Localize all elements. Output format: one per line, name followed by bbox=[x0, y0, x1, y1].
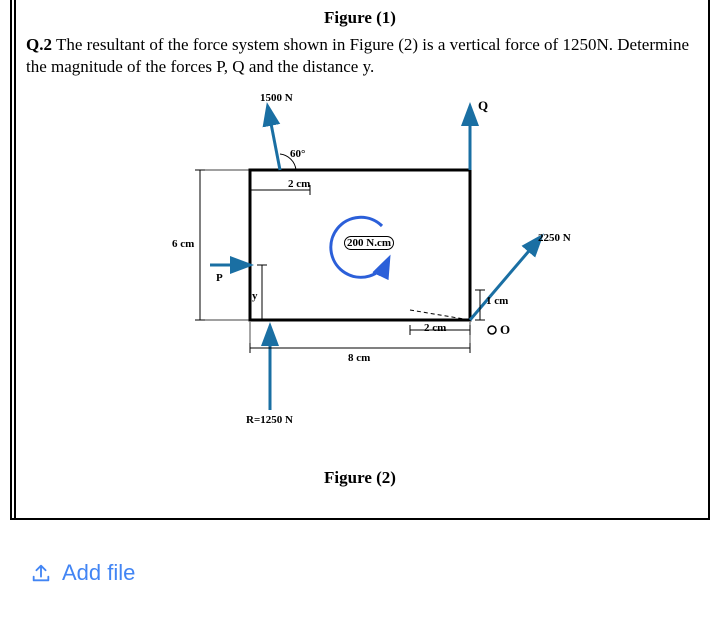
add-file-button[interactable]: Add file bbox=[30, 560, 135, 586]
upload-icon bbox=[30, 562, 52, 584]
label-R: R=1250 N bbox=[246, 414, 293, 426]
add-file-label: Add file bbox=[62, 560, 135, 586]
question-number: Q.2 bbox=[26, 35, 52, 54]
question-body: The resultant of the force system shown … bbox=[26, 35, 689, 76]
force-1500 bbox=[268, 108, 280, 170]
point-O-marker bbox=[488, 326, 496, 334]
label-angle: 60° bbox=[290, 148, 305, 160]
figure1-title: Figure (1) bbox=[0, 8, 720, 28]
label-y: y bbox=[252, 290, 258, 302]
figure2-title: Figure (2) bbox=[0, 468, 720, 488]
label-2250: 2250 N bbox=[538, 232, 571, 244]
label-8cm: 8 cm bbox=[348, 352, 370, 364]
question-text: Q.2 The resultant of the force system sh… bbox=[26, 34, 700, 78]
label-1500: 1500 N bbox=[260, 92, 293, 104]
diagram-svg bbox=[120, 90, 600, 450]
label-2cm-bot: 2 cm bbox=[424, 322, 446, 334]
frame-shadow bbox=[14, 0, 16, 520]
label-2cm-top: 2 cm bbox=[288, 178, 310, 190]
label-moment: 200 N.cm bbox=[344, 236, 394, 250]
label-O: O bbox=[500, 322, 510, 338]
label-Q: Q bbox=[478, 98, 488, 114]
label-6cm: 6 cm bbox=[172, 238, 194, 250]
diagram: 1500 N 60° Q 2250 N P R=1250 N 200 N.cm … bbox=[120, 90, 600, 450]
label-1cm: 1 cm bbox=[486, 295, 508, 307]
label-P: P bbox=[216, 272, 223, 284]
